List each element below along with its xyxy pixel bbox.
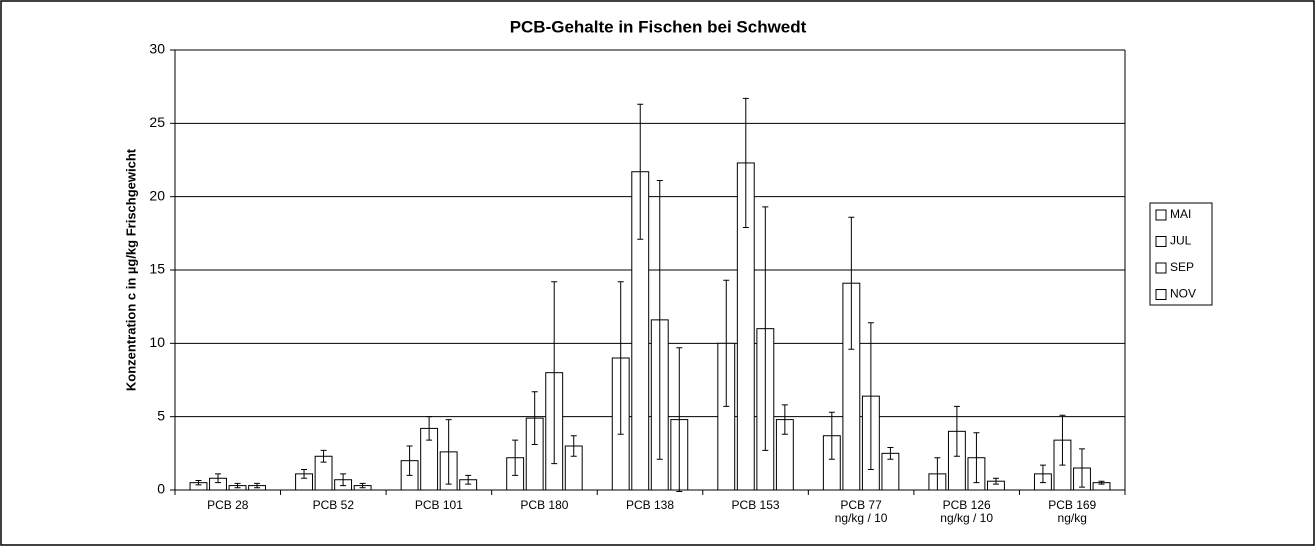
x-tick-label: PCB 180 bbox=[520, 498, 569, 512]
error-bar bbox=[676, 347, 683, 492]
error-bar bbox=[656, 180, 663, 460]
error-bar bbox=[637, 103, 644, 240]
error-bar bbox=[1059, 414, 1066, 466]
legend-swatch bbox=[1155, 289, 1167, 300]
error-bar bbox=[848, 216, 855, 350]
error-bar bbox=[867, 322, 874, 470]
error-bar bbox=[320, 449, 327, 463]
error-bar bbox=[551, 281, 558, 465]
error-bar bbox=[934, 457, 941, 491]
y-tick-label: 0 bbox=[157, 481, 165, 497]
error-bar bbox=[887, 446, 894, 460]
error-bar bbox=[340, 473, 347, 487]
error-bar bbox=[301, 468, 308, 479]
error-bar bbox=[723, 279, 730, 407]
error-bar bbox=[531, 391, 538, 446]
error-bar bbox=[512, 439, 519, 476]
error-bar bbox=[742, 97, 749, 228]
error-bar bbox=[617, 281, 624, 435]
error-bar bbox=[570, 435, 577, 457]
error-bar bbox=[1039, 464, 1046, 484]
y-tick-label: 10 bbox=[149, 334, 165, 350]
error-bar bbox=[1098, 480, 1105, 485]
legend-label: JUL bbox=[1170, 234, 1192, 248]
legend-label: MAI bbox=[1170, 207, 1191, 221]
error-bar bbox=[828, 411, 835, 460]
error-bar bbox=[762, 206, 769, 451]
error-bar bbox=[973, 432, 980, 484]
error-bar bbox=[359, 482, 366, 489]
x-tick-label: PCB 126 ng/kg / 10 bbox=[940, 498, 994, 525]
x-tick-label: PCB 138 bbox=[625, 498, 675, 512]
legend-label: NOV bbox=[1170, 287, 1196, 301]
error-bar bbox=[426, 416, 433, 441]
x-tick-label: PCB 169 ng/kg bbox=[1048, 498, 1097, 525]
x-tick-label: PCB 101 bbox=[414, 498, 463, 512]
legend-swatch bbox=[1155, 209, 1167, 221]
error-bar bbox=[781, 404, 788, 435]
error-bar bbox=[215, 473, 222, 484]
error-bar bbox=[234, 482, 241, 489]
y-tick-label: 30 bbox=[149, 41, 165, 57]
legend-swatch bbox=[1155, 262, 1167, 274]
legend-label: SEP bbox=[1170, 260, 1194, 274]
y-tick-label: 15 bbox=[149, 261, 165, 277]
y-axis-label: Konzentration c in µg/kg Frischgewicht bbox=[123, 148, 138, 391]
y-tick-label: 25 bbox=[149, 114, 165, 130]
y-tick-label: 5 bbox=[157, 407, 165, 423]
legend-swatch bbox=[1155, 236, 1167, 247]
error-bar bbox=[992, 477, 999, 485]
error-bar bbox=[465, 474, 472, 485]
x-tick-label: PCB 28 bbox=[207, 498, 249, 512]
x-tick-label: PCB 153 bbox=[731, 498, 780, 512]
error-bar bbox=[1078, 448, 1085, 488]
error-bar bbox=[406, 445, 413, 476]
chart-title: PCB-Gehalte in Fischen bei Schwedt bbox=[510, 17, 807, 36]
error-bar bbox=[254, 482, 261, 489]
y-tick-label: 20 bbox=[149, 187, 165, 203]
error-bar bbox=[953, 405, 960, 457]
x-tick-label: PCB 52 bbox=[312, 498, 354, 512]
error-bar bbox=[445, 419, 452, 485]
x-tick-label: PCB 77 ng/kg / 10 bbox=[834, 498, 888, 525]
error-bar bbox=[195, 479, 202, 486]
